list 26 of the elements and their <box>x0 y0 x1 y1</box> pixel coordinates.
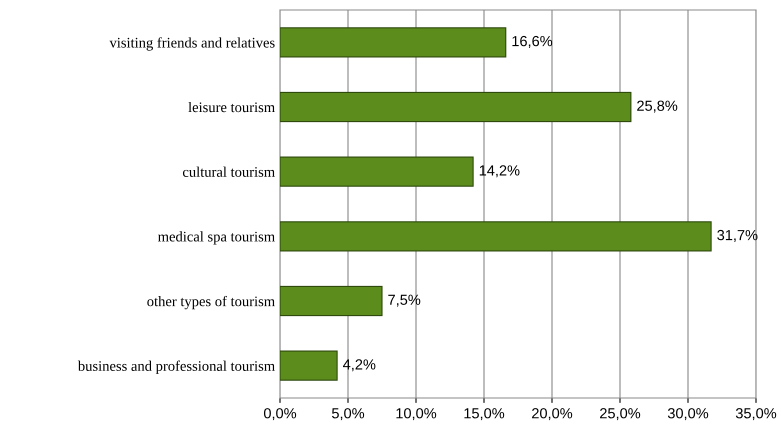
data-label: 4,2% <box>343 359 376 372</box>
bar <box>280 156 474 187</box>
x-tick-label: 30,0% <box>668 408 708 420</box>
x-tick-label: 15,0% <box>464 408 504 420</box>
data-label: 7,5% <box>388 294 420 307</box>
bar <box>280 350 338 381</box>
y-tick-label: business and professional tourism <box>78 360 275 374</box>
y-tick-label: other types of tourism <box>147 296 275 310</box>
y-tick-label: medical spa tourism <box>158 231 275 244</box>
bar <box>280 286 383 316</box>
x-tick-label: 20,0% <box>532 408 572 420</box>
data-label: 14,2% <box>480 165 520 178</box>
x-tick-label: 10,0% <box>396 408 436 420</box>
y-tick-label: cultural tourism <box>182 166 275 177</box>
bar <box>280 221 712 252</box>
bar <box>280 92 632 122</box>
x-tick-label: 0,0% <box>264 408 296 420</box>
data-label: 31,7% <box>717 230 758 242</box>
x-tick-label: 35,0% <box>736 408 776 420</box>
data-label: 16,6% <box>512 36 552 48</box>
x-tick-label: 5,0% <box>332 408 364 420</box>
y-tick-label: leisure tourism <box>188 102 275 112</box>
bar <box>280 27 506 58</box>
y-tick-label: visiting friends and relatives <box>109 37 275 51</box>
data-label: 25,8% <box>637 100 678 113</box>
x-tick-label: 25,0% <box>600 408 640 420</box>
